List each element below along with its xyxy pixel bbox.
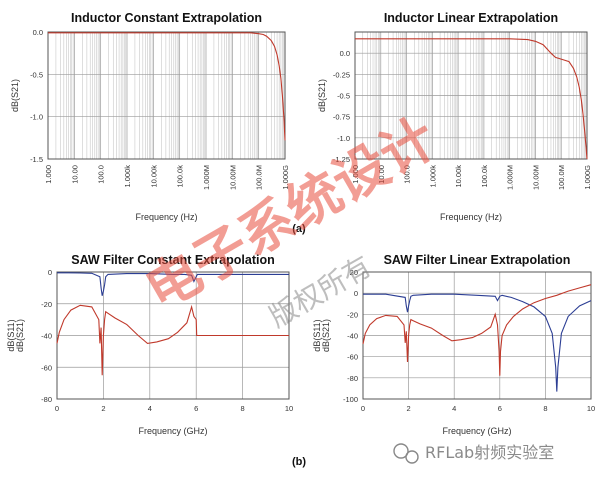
x-tick-label: 6 xyxy=(194,404,198,413)
y-tick-label: -80 xyxy=(347,374,358,383)
y-tick-label: 0.0 xyxy=(33,28,43,37)
chart-3: 0 2 4 6 8 10 0 -20 -40 -60 -80 SAW Filter Constant … xyxy=(6,253,293,436)
plot-area xyxy=(48,32,285,159)
x-tick-label: 2 xyxy=(407,404,411,413)
caption-b: (b) xyxy=(292,456,306,468)
plot-frame xyxy=(362,271,592,400)
y-tick-label: -0.25 xyxy=(333,70,350,79)
x-tick-label: 1.000 xyxy=(351,165,360,184)
x-tick-label: 0 xyxy=(55,404,59,413)
y-axis-label: dB(S21) xyxy=(10,79,20,112)
x-tick-label: 4 xyxy=(452,404,456,413)
x-tick-label: 10 xyxy=(587,404,595,413)
x-axis-label: Frequency (GHz) xyxy=(138,426,207,436)
x-tick-label: 1.000M xyxy=(202,165,211,190)
chart-title: SAW Filter Linear Extrapolation xyxy=(384,253,571,267)
chart-title: Inductor Constant Extrapolation xyxy=(71,11,262,25)
y-tick-label: -60 xyxy=(347,353,358,362)
x-tick-label: 100.0 xyxy=(97,165,106,184)
chart-title: SAW Filter Constant Extrapolation xyxy=(71,253,275,267)
series-line-1 xyxy=(48,32,286,141)
x-tick-label: 1.000k xyxy=(123,165,132,188)
y-axis-label: dB(S11) xyxy=(312,319,322,351)
y-tick-label: 20 xyxy=(350,268,358,277)
series-line-1 xyxy=(355,38,588,160)
y-axis-label: dB(S21) xyxy=(317,79,327,112)
x-axis-label: Frequency (GHz) xyxy=(442,426,511,436)
wechat-logo xyxy=(393,443,419,464)
x-axis-label: Frequency (Hz) xyxy=(135,212,197,222)
chart-title: Inductor Linear Extrapolation xyxy=(384,11,558,25)
y-tick-label: -20 xyxy=(347,310,358,319)
x-tick-label: 100.0k xyxy=(480,165,489,188)
y-tick-label: -100 xyxy=(343,395,358,404)
x-tick-label: 6 xyxy=(498,404,502,413)
y-tick-label: -1.0 xyxy=(30,113,43,122)
x-tick-label: 8 xyxy=(543,404,547,413)
x-tick-label: 1.000G xyxy=(583,165,592,190)
plot-frame xyxy=(354,31,588,160)
y-tick-label: -1.5 xyxy=(30,155,43,164)
caption-a: (a) xyxy=(292,223,306,235)
x-tick-label: 1.000G xyxy=(281,165,290,190)
y-tick-label: -0.75 xyxy=(333,113,350,122)
x-tick-label: 1.000M xyxy=(506,165,515,190)
y-tick-label: -0.5 xyxy=(337,92,350,101)
charts-layer: 1.000 10.00 100.0 1.000k 10.00k 100.0k 1.000M 1… xyxy=(6,11,595,436)
chart-4: 0 2 4 6 8 10 20 0 -20 -40 -60 -80 -100 SAW Filter Lin… xyxy=(312,253,595,436)
y-tick-label: 0 xyxy=(354,289,358,298)
plot-frame xyxy=(47,31,286,160)
y-tick-label: 0 xyxy=(48,268,52,277)
y-tick-label: -1.25 xyxy=(333,155,350,164)
series-line-1 xyxy=(57,272,289,296)
x-tick-label: 10 xyxy=(285,404,293,413)
x-tick-label: 10.00M xyxy=(228,165,237,190)
y-tick-label: -80 xyxy=(41,395,52,404)
x-tick-label: 100.0k xyxy=(176,165,185,188)
x-axis-label: Frequency (Hz) xyxy=(440,212,502,222)
x-tick-label: 1.000 xyxy=(44,165,53,184)
x-tick-label: 1.000k xyxy=(428,165,437,188)
y-tick-label: -20 xyxy=(41,300,52,309)
x-tick-label: 8 xyxy=(241,404,245,413)
y-axis-label: dB(S11) xyxy=(6,319,16,351)
x-tick-label: 100.0M xyxy=(557,165,566,190)
x-tick-label: 10.00M xyxy=(531,165,540,190)
x-tick-label: 100.0 xyxy=(403,165,412,184)
series-line-2 xyxy=(56,304,289,376)
y-tick-label: -60 xyxy=(41,363,52,372)
watermark-brand: RFLab射频实验室 xyxy=(425,443,554,462)
chart-2: 1.000 10.00 100.0 1.000k 10.00k 100.0k 1.000M 1… xyxy=(317,11,592,222)
x-tick-label: 2 xyxy=(101,404,105,413)
y-tick-label: 0.0 xyxy=(340,49,350,58)
series-line-2 xyxy=(362,284,592,376)
y-tick-label: -1.0 xyxy=(337,134,350,143)
x-tick-label: 10.00 xyxy=(70,165,79,184)
y-axis-label-2: dB(S21) xyxy=(321,319,331,352)
x-tick-label: 4 xyxy=(148,404,152,413)
chart-1: 1.000 10.00 100.0 1.000k 10.00k 100.0k 1.000M 1… xyxy=(10,11,290,222)
x-tick-label: 0 xyxy=(361,404,365,413)
y-axis-label-2: dB(S21) xyxy=(15,319,25,352)
x-tick-label: 10.00k xyxy=(454,165,463,188)
series-line-1 xyxy=(363,293,592,392)
y-tick-label: -0.5 xyxy=(30,70,43,79)
x-tick-label: 10.00k xyxy=(149,165,158,188)
y-tick-label: -40 xyxy=(347,332,358,341)
y-tick-label: -40 xyxy=(41,332,52,341)
x-tick-label: 100.0M xyxy=(255,165,264,190)
x-tick-label: 10.00 xyxy=(377,165,386,184)
